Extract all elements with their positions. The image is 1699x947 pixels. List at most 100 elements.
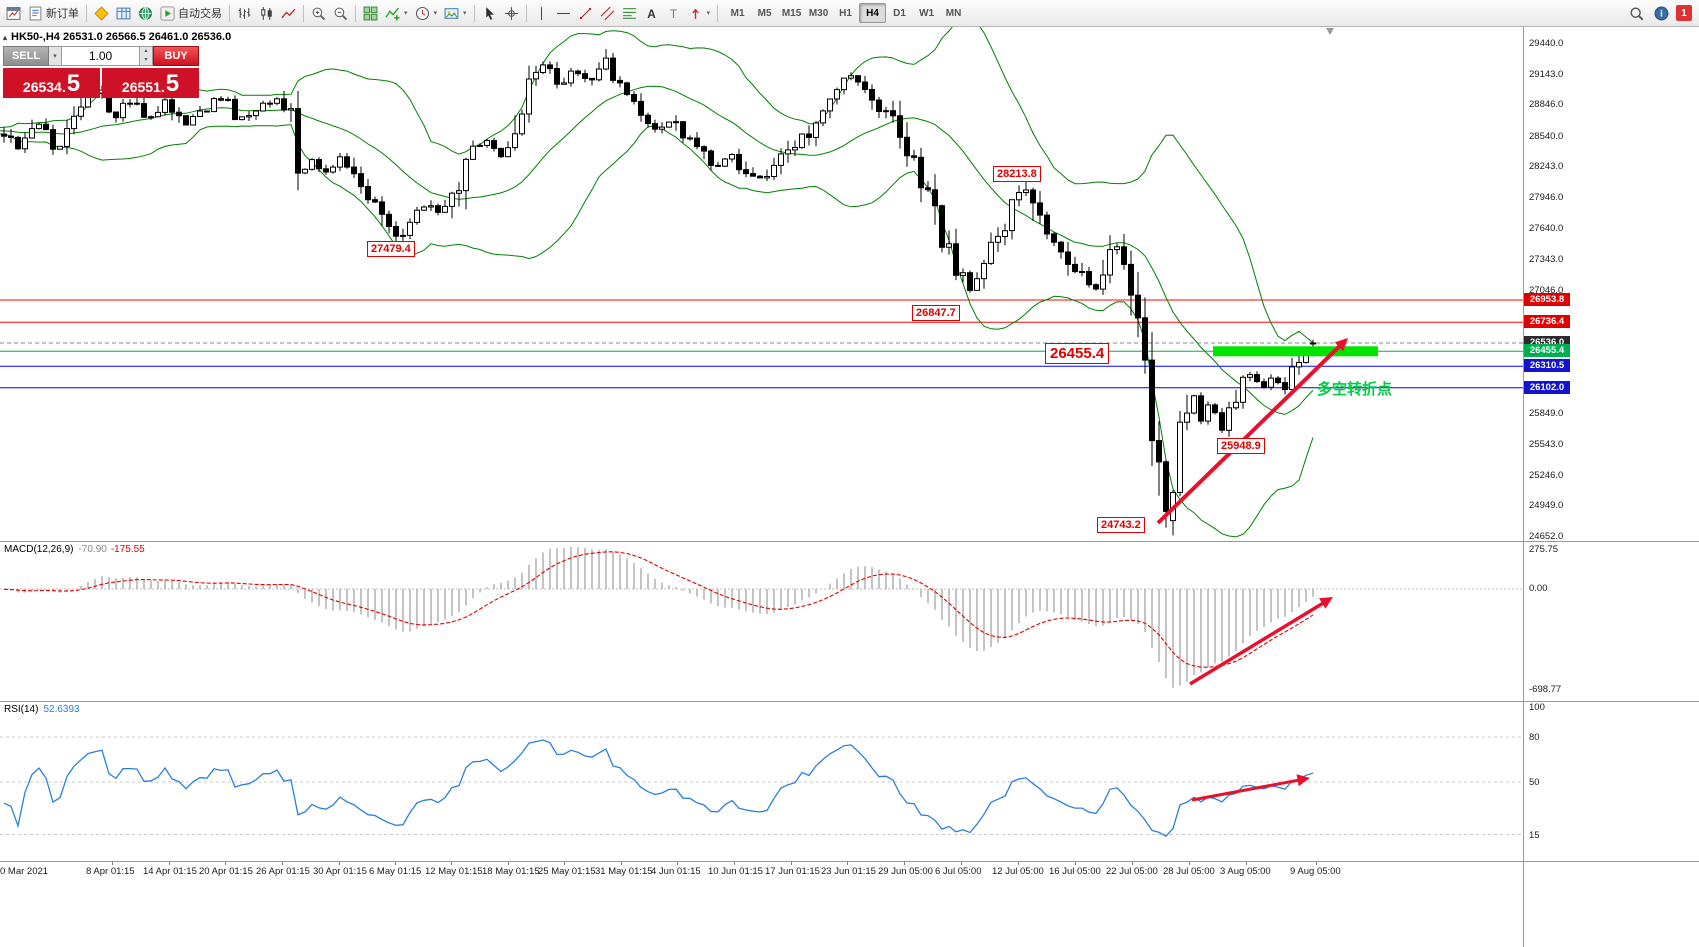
timeframe-d1-button[interactable]: D1	[886, 3, 913, 23]
buy-button[interactable]: BUY	[153, 46, 199, 66]
time-axis-label: 31 May 01:15	[595, 866, 653, 877]
time-tick	[1132, 861, 1133, 865]
time-axis-label: 4 Jun 01:15	[651, 866, 701, 877]
timeframe-m5-button[interactable]: M5	[751, 3, 778, 23]
toolbar-separator	[86, 4, 87, 22]
panel-separator[interactable]	[0, 861, 1699, 862]
chevron-down-icon: ▾	[404, 10, 408, 17]
timeframe-m15-button[interactable]: M15	[778, 3, 805, 23]
lot-spinner[interactable]: ▴ ▾	[140, 46, 153, 66]
toolbar-separator	[355, 4, 356, 22]
sell-price-display[interactable]: 26534. 5	[3, 68, 100, 98]
chart-window-icon[interactable]	[3, 2, 24, 24]
time-tick	[791, 861, 792, 865]
rsi-name: RSI(14)	[4, 704, 39, 715]
notification-badge[interactable]: 1	[1676, 5, 1692, 21]
timeframe-h1-button[interactable]: H1	[832, 3, 859, 23]
ohlc-text: HK50-,H4 26531.0 26566.5 26461.0 26536.0	[11, 31, 232, 43]
time-tick	[508, 861, 509, 865]
toolbar-separator	[717, 4, 719, 22]
spinner-up-icon[interactable]: ▴	[144, 48, 148, 54]
price-chart-canvas[interactable]	[0, 27, 1523, 541]
globe-icon[interactable]	[135, 2, 156, 24]
new-order-button[interactable]: 新订单	[25, 2, 82, 24]
price-axis-label: 28243.0	[1529, 161, 1564, 173]
panel-separator[interactable]	[0, 701, 1699, 702]
time-axis-label: 14 Apr 01:15	[143, 866, 197, 877]
time-axis-label: 16 Jul 05:00	[1049, 866, 1101, 877]
lot-dropdown-button[interactable]: ▾	[49, 46, 62, 66]
rsi-canvas[interactable]	[0, 701, 1523, 861]
rsi-axis-label: 15	[1529, 830, 1540, 841]
time-axis-label: 29 Jun 05:00	[878, 866, 933, 877]
autotrading-label: 自动交易	[178, 8, 222, 20]
svg-text:T: T	[669, 7, 676, 20]
timeframe-m30-button[interactable]: M30	[805, 3, 832, 23]
time-tick	[282, 861, 283, 865]
line-chart-icon[interactable]	[278, 2, 299, 24]
indicators-icon[interactable]: ▾	[382, 2, 411, 24]
charts-grid-icon[interactable]	[113, 2, 134, 24]
time-tick	[961, 861, 962, 865]
clock-icon[interactable]: ▾	[412, 2, 441, 24]
time-axis-label: 26 Apr 01:15	[256, 866, 310, 877]
sell-price-big-digit: 5	[66, 70, 81, 97]
time-axis-label: 3 Aug 05:00	[1220, 866, 1271, 877]
price-axis-label: 27343.0	[1529, 253, 1564, 265]
cursor-icon[interactable]	[479, 2, 500, 24]
price-axis[interactable]: 29440.0 29143.0 28846.0 28540.0 28243.0 27946…	[1523, 27, 1699, 947]
trendline-icon[interactable]	[575, 2, 596, 24]
crosshair-icon[interactable]	[501, 2, 522, 24]
vertical-line-icon[interactable]	[531, 2, 552, 24]
label-icon[interactable]: T	[663, 2, 684, 24]
fibonacci-icon[interactable]	[619, 2, 640, 24]
timeframe-m1-button[interactable]: M1	[724, 3, 751, 23]
price-axis-label: 28846.0	[1529, 99, 1564, 111]
time-axis-label: 8 Apr 01:15	[86, 866, 135, 877]
time-tick	[451, 861, 452, 865]
rsi-indicator-panel: RSI(14) 52.6393	[0, 701, 1523, 861]
time-tick	[621, 861, 622, 865]
mql-community-icon[interactable]	[91, 2, 112, 24]
search-icon[interactable]	[1626, 2, 1647, 24]
info-icon[interactable]: i	[1651, 2, 1672, 24]
one-click-trading-panel: SELL ▾ ▴▾ BUY 26534.5 26551.5	[3, 46, 199, 98]
time-tick	[1075, 861, 1076, 865]
time-tick	[847, 861, 848, 865]
panel-collapse-arrow-icon[interactable]: ▴	[3, 32, 8, 42]
price-axis-label: 25543.0	[1529, 439, 1564, 451]
text-icon[interactable]: A	[641, 2, 662, 24]
sell-button[interactable]: SELL	[3, 46, 49, 66]
zoom-out-icon[interactable]	[330, 2, 351, 24]
horizontal-line-icon[interactable]	[553, 2, 574, 24]
chevron-down-icon: ▾	[706, 10, 711, 17]
macd-axis-label: 0.00	[1529, 583, 1548, 594]
timeframe-h4-button[interactable]: H4	[859, 3, 887, 23]
zoom-in-icon[interactable]	[308, 2, 329, 24]
support-price-tag: 26102.0	[1524, 380, 1570, 394]
macd-canvas[interactable]	[0, 541, 1523, 701]
time-axis[interactable]: 0 Mar 2021 8 Apr 01:15 14 Apr 01:15 20 Apr …	[0, 861, 1523, 947]
timeframe-group: M1 M5 M15 M30 H1 H4 D1 W1 MN	[724, 3, 967, 23]
lot-size-input[interactable]	[62, 46, 140, 66]
timeframe-mn-button[interactable]: MN	[940, 3, 967, 23]
autotrading-play-icon	[160, 5, 175, 21]
toolbar: 新订单 自动交易 ▾ ▾ ▾ A T ▾ M1 M5 M15 M30 H1 H4 D1 W1 M…	[0, 0, 1699, 27]
arrows-icon[interactable]: ▾	[685, 2, 714, 24]
rsi-axis-label: 80	[1529, 732, 1540, 743]
autotrading-button[interactable]: 自动交易	[157, 2, 225, 24]
buy-price-display[interactable]: 26551. 5	[102, 68, 199, 98]
time-tick	[225, 861, 226, 865]
time-tick	[677, 861, 678, 865]
bar-chart-icon[interactable]	[234, 2, 255, 24]
main-chart-panel	[0, 27, 1523, 541]
timeframe-w1-button[interactable]: W1	[913, 3, 940, 23]
candlestick-chart-icon[interactable]	[256, 2, 277, 24]
screenshot-icon[interactable]: ▾	[441, 2, 470, 24]
price-axis-label: 24652.0	[1529, 531, 1564, 542]
tile-windows-icon[interactable]	[360, 2, 381, 24]
spinner-down-icon[interactable]: ▾	[144, 57, 148, 63]
panel-separator[interactable]	[0, 541, 1699, 542]
channel-icon[interactable]	[597, 2, 618, 24]
rsi-axis-label: 50	[1529, 777, 1540, 788]
